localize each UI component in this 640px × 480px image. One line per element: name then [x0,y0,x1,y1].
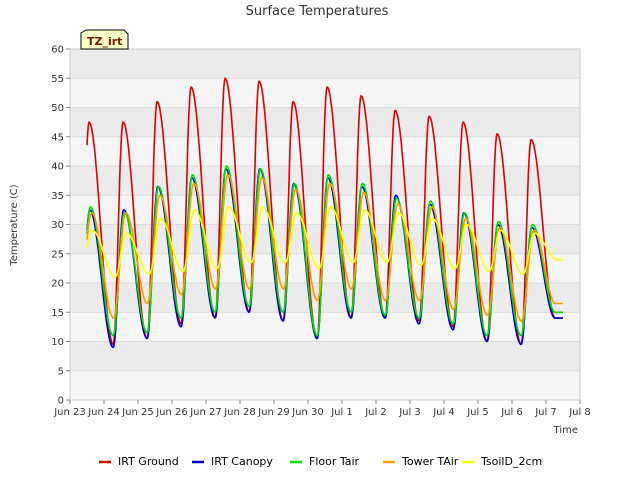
legend-label: Tower TAir [401,455,459,468]
legend-item: IRT Canopy [192,455,273,468]
legend-item: TsoilD_2cm [462,455,542,468]
y-tick-label: 25 [51,249,64,260]
x-tick-label: Jul 7 [534,407,557,418]
plot-band [70,312,580,342]
y-axis-title: Temperature (C) [9,184,20,266]
x-tick-label: Jul 2 [364,407,387,418]
y-tick-label: 0 [58,396,64,407]
x-tick-label: Jun 26 [155,407,188,418]
legend-label: Floor Tair [309,455,360,468]
legend-label: IRT Ground [118,455,179,468]
y-tick-label: 50 [51,103,64,114]
y-axis-ticks: 0 5 10 15 20 25 30 35 40 45 50 55 60 [51,45,70,407]
plot-band [70,341,580,371]
y-tick-label: 20 [51,279,64,290]
y-tick-label: 35 [51,191,64,202]
x-axis-ticks: Jun 23 Jun 24 Jun 25 Jun 26 Jun 27 Jun 28 Jun … [53,400,591,418]
series-line [86,206,564,278]
y-tick-label: 15 [51,308,64,319]
site-tag-label: TZ_irt [87,35,122,48]
legend-label: TsoilD_2cm [480,455,542,468]
series-lines [86,77,564,349]
x-tick-label: Jun 24 [87,407,120,418]
plot-band [70,49,580,79]
legend-item: Tower TAir [383,455,459,468]
x-tick-label: Jun 30 [291,407,324,418]
series-line [86,165,564,337]
y-tick-label: 10 [51,337,64,348]
x-tick-label: Jul 8 [568,407,591,418]
y-tick-label: 5 [58,366,64,377]
y-tick-label: 30 [51,220,64,231]
y-tick-label: 60 [51,45,64,56]
plot-band [70,283,580,313]
legend: IRT Ground IRT Canopy Floor Tair Tower TAir… [99,455,542,468]
x-tick-label: Jun 23 [53,407,86,418]
legend-item: IRT Ground [99,455,179,468]
x-axis-title: Time [553,425,578,436]
y-tick-label: 45 [51,132,64,143]
y-tick-label: 40 [51,162,64,173]
series-line [86,174,564,322]
legend-label: IRT Canopy [211,455,273,468]
x-tick-label: Jun 29 [257,407,290,418]
x-tick-label: Jul 4 [432,407,455,418]
x-tick-label: Jul 6 [500,407,523,418]
legend-item: Floor Tair [290,455,360,468]
chart-title: Surface Temperatures [246,4,389,19]
site-tag-box [80,29,129,50]
x-tick-label: Jul 3 [398,407,421,418]
x-tick-label: Jul 5 [466,407,489,418]
y-tick-label: 55 [51,74,64,85]
plot-band [70,370,580,400]
x-tick-label: Jun 25 [121,407,154,418]
site-tag: TZ_irt [80,29,129,50]
x-tick-label: Jul 1 [330,407,353,418]
x-tick-label: Jun 27 [189,407,222,418]
x-tick-label: Jun 28 [223,407,256,418]
plot-band [70,253,580,283]
